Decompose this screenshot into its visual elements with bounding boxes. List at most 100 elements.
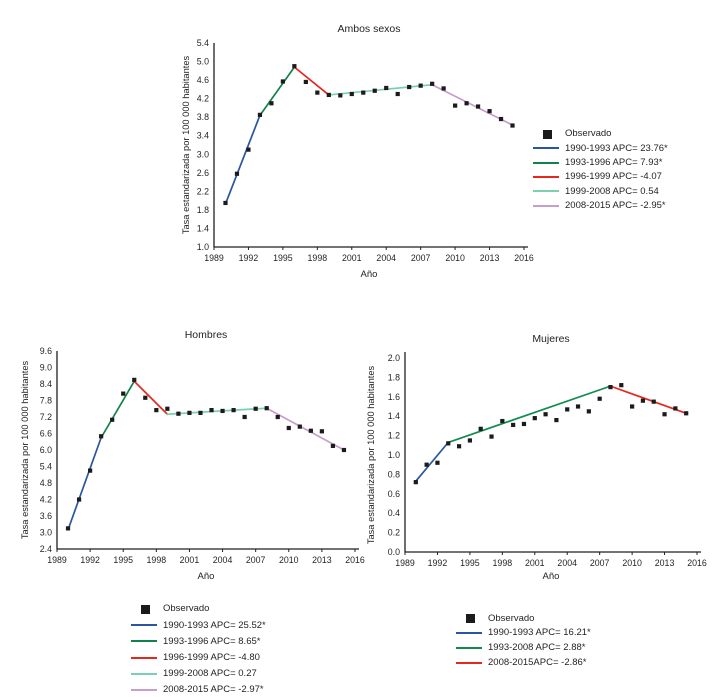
- observed-point: [330, 443, 336, 448]
- chart-title: Hombres: [185, 330, 228, 341]
- square-marker: [141, 604, 150, 614]
- y-tick-label: 9.6: [40, 346, 52, 356]
- segment-line-swatch: [456, 646, 482, 649]
- observed-point: [446, 441, 451, 446]
- observed-point: [435, 460, 440, 465]
- observed-point: [395, 91, 400, 97]
- observed-point: [630, 404, 635, 409]
- apc-segment: [67, 436, 102, 531]
- observed-points: [413, 383, 689, 485]
- segment-line-swatch: [456, 632, 482, 635]
- observed-point: [198, 410, 203, 415]
- line-marker: [456, 632, 482, 635]
- legend-item: 1999-2008 APC= 0.27: [131, 666, 266, 682]
- observed-point: [187, 410, 192, 415]
- x-tick-label: 1995: [113, 555, 133, 565]
- observed-point: [264, 406, 269, 411]
- observed-point: [143, 395, 148, 400]
- chart-hombres: 2.4 3.0 3.6 4.2 4.8 5.4 6.0 6.6 7.2 7.8 8.4 9.0 9.6 1…: [20, 330, 365, 582]
- x-tick-label: 2013: [480, 253, 500, 263]
- line-marker: [456, 661, 482, 664]
- y-tick-label: 1.0: [388, 450, 400, 460]
- x-tick-label: 2013: [655, 558, 675, 568]
- legend-item: 1990-1993 APC= 23.76*: [533, 141, 668, 155]
- y-tick-label: 5.4: [40, 462, 52, 472]
- y-tick-label: 1.0: [197, 242, 209, 252]
- legend-label: 1990-1993 APC= 16.21*: [488, 627, 591, 639]
- square-marker: [466, 613, 475, 623]
- observed-point: [121, 391, 126, 396]
- observed-point: [597, 396, 602, 401]
- observed-point: [286, 425, 291, 431]
- observed-point: [478, 426, 483, 431]
- legend-label: 1993-2008 APC= 2.88*: [488, 642, 586, 654]
- x-tick-label: 1992: [428, 558, 448, 568]
- observed-point: [586, 409, 591, 414]
- y-tick-label: 6.0: [40, 445, 52, 455]
- x-tick-label: 1992: [80, 555, 100, 565]
- y-tick-label: 4.2: [40, 495, 52, 505]
- y-tick-label: 0.6: [388, 489, 400, 499]
- x-tick-label: 1998: [308, 253, 328, 263]
- observed-point: [467, 438, 472, 443]
- apc-segments: [224, 66, 514, 205]
- observed-point: [132, 377, 137, 382]
- axis-spines: [404, 352, 701, 553]
- x-tick-label: 2013: [312, 555, 332, 565]
- x-tick-label: 2004: [376, 253, 396, 263]
- observed-point: [361, 90, 366, 95]
- legend-item: 1996-1999 APC= -4.07: [533, 170, 668, 184]
- x-tick-label: 2004: [213, 555, 233, 565]
- segment-line-swatch: [131, 672, 157, 675]
- x-axis-label: Año: [361, 269, 378, 280]
- observed-point: [88, 468, 93, 473]
- observed-point: [498, 116, 504, 122]
- legend-mujeres: Observado 1990-1993 APC= 16.21* 1993-2008 …: [456, 611, 591, 670]
- observed-point: [65, 526, 71, 531]
- legend-label: 1996-1999 APC= -4.80: [163, 651, 260, 663]
- y-tick-label: 2.2: [197, 186, 209, 196]
- x-tick-label: 2007: [246, 555, 266, 565]
- observed-point: [315, 90, 320, 95]
- observed-point: [608, 385, 613, 390]
- y-tick-label: 1.8: [388, 372, 400, 382]
- segment-line-swatch: [533, 190, 559, 193]
- legend-label: 2008-2015 APC= -2.95*: [565, 199, 666, 211]
- observed-point: [349, 91, 354, 97]
- segment-line-swatch: [131, 689, 157, 692]
- observed-point: [154, 408, 159, 413]
- observed-point: [532, 416, 537, 421]
- observed-point: [418, 83, 423, 88]
- legend-label: 1996-1999 APC= -4.07: [565, 171, 662, 183]
- observed-point: [242, 414, 247, 420]
- legend-item: 2008-2015APC= -2.86*: [456, 655, 591, 670]
- observed-point: [430, 81, 435, 86]
- observado-square-icon: [533, 129, 559, 139]
- line-marker: [131, 656, 157, 659]
- y-tick-label: 0.0: [388, 547, 400, 557]
- y-tick-label: 4.6: [197, 75, 209, 85]
- legend-item: Observado: [456, 611, 591, 626]
- y-tick-label: 3.4: [197, 131, 209, 141]
- legend-item: Observado: [131, 601, 266, 617]
- line-marker: [533, 190, 559, 193]
- x-tick-label: 1995: [460, 558, 480, 568]
- legend-item: 1996-1999 APC= -4.80: [131, 650, 266, 666]
- observed-point: [487, 109, 492, 114]
- legend-item: 1993-1996 APC= 8.65*: [131, 633, 266, 649]
- observed-point: [662, 412, 667, 417]
- observed-point: [464, 101, 469, 106]
- y-tick-label: 2.4: [40, 544, 52, 554]
- legend-item: 1993-2008 APC= 2.88*: [456, 641, 591, 656]
- observed-point: [521, 421, 527, 427]
- segment-line-swatch: [456, 661, 482, 664]
- y-tick-label: 3.8: [197, 112, 209, 122]
- y-axis-label: Tasa estandarizada por 100 000 habitante…: [366, 365, 376, 544]
- legend-label: 2008-2015APC= -2.86*: [488, 657, 587, 669]
- y-tick-label: 2.6: [197, 168, 209, 178]
- apc-segment: [414, 441, 450, 483]
- observed-point: [257, 112, 263, 117]
- y-tick-label: 1.4: [388, 411, 400, 421]
- apc-segment: [293, 66, 330, 96]
- x-tick-label: 2010: [279, 555, 299, 565]
